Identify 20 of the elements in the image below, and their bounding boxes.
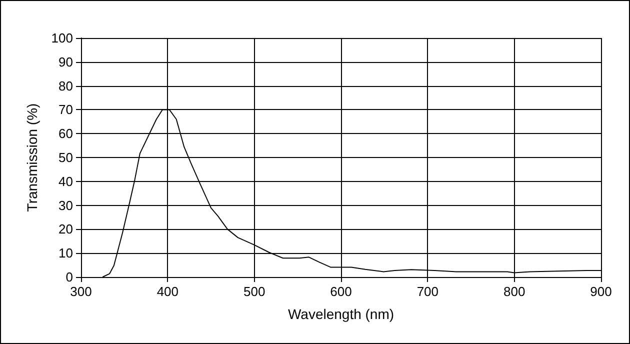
y-axis-title: Transmission (%) [24,103,40,212]
x-axis-title: Wavelength (nm) [288,306,394,322]
y-tick-label: 100 [51,30,73,46]
y-tick-label: 90 [58,54,73,70]
x-tick-label: 500 [243,284,266,299]
y-tick-label: 0 [66,270,73,284]
x-tick-label: 400 [156,284,179,299]
y-tick-label: 60 [58,126,73,142]
x-tick-label: 300 [70,284,92,299]
y-tick-label: 20 [58,222,73,237]
x-tick-label: 800 [503,284,526,299]
y-tick-label: 10 [58,246,73,261]
y-tick-label: 30 [58,198,73,213]
x-tick-label: 700 [416,284,439,299]
y-tick-label: 50 [58,150,73,165]
y-tick-label: 70 [58,102,73,118]
y-tick-label: 80 [58,78,73,94]
y-tick-label: 40 [58,174,73,189]
x-tick-label: 900 [590,284,612,299]
x-tick-label: 600 [330,284,352,299]
